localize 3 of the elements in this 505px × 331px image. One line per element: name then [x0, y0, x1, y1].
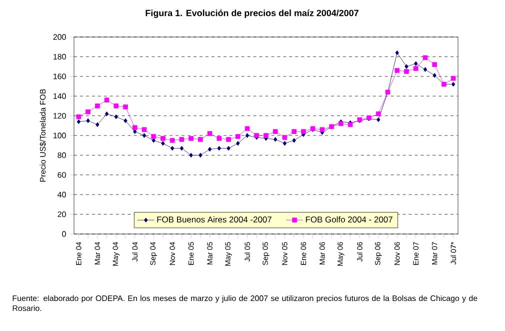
legend-label: FOB Golfo 2004 - 2007 [306, 216, 392, 222]
legend-label: FOB Buenos Aires 2004 -2007 [157, 216, 272, 222]
chart-title: Figura 1. Evolución de precios del maíz 2004/2007 [146, 10, 358, 18]
